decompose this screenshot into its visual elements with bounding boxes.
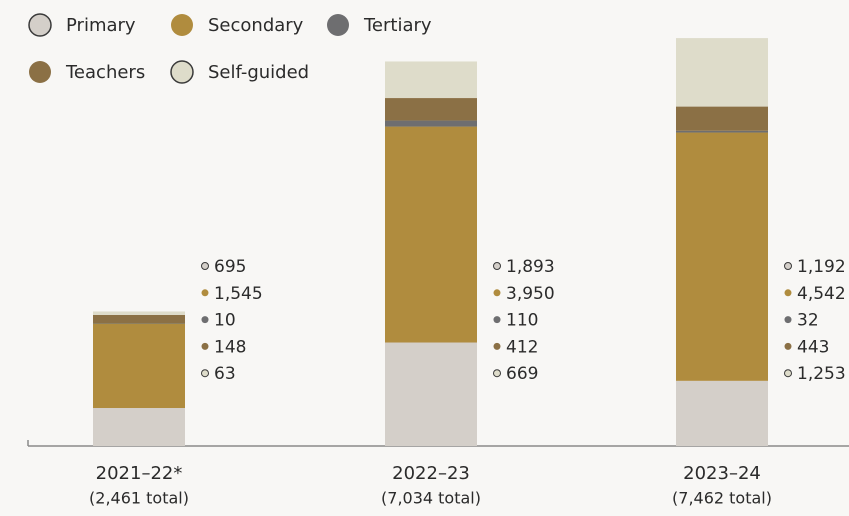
value-label: 695 bbox=[214, 257, 246, 277]
category-note: (2,461 total) bbox=[89, 489, 189, 508]
bar-segment bbox=[385, 126, 477, 343]
bar-segment bbox=[385, 120, 477, 127]
x-tick-label: 2022–23 bbox=[392, 463, 470, 484]
value-label: 1,192 bbox=[797, 257, 846, 277]
category-note: (7,462 total) bbox=[672, 489, 772, 508]
value-label: 32 bbox=[797, 311, 819, 331]
legend-swatch bbox=[29, 61, 51, 83]
value-label: 1,545 bbox=[214, 284, 263, 304]
bar-segment bbox=[676, 130, 768, 133]
value-label: 10 bbox=[214, 311, 236, 331]
label-dot bbox=[493, 369, 501, 378]
label-dot bbox=[493, 342, 501, 350]
label-dot bbox=[493, 316, 501, 324]
value-label: 148 bbox=[214, 337, 246, 357]
legend-label: Secondary bbox=[208, 15, 304, 36]
value-label: 1,253 bbox=[797, 364, 846, 384]
value-label: 669 bbox=[506, 364, 538, 384]
x-tick-label: 2021–22* bbox=[96, 463, 183, 484]
value-label: 412 bbox=[506, 337, 538, 357]
label-dot bbox=[784, 342, 792, 350]
label-dot bbox=[201, 262, 209, 270]
x-tick-label: 2023–24 bbox=[683, 463, 761, 484]
legend-label: Self-guided bbox=[208, 62, 309, 83]
label-dot bbox=[784, 262, 792, 270]
legend-label: Teachers bbox=[65, 62, 145, 83]
bar-segment bbox=[93, 323, 185, 324]
label-dot bbox=[784, 289, 792, 297]
bar-segment bbox=[676, 38, 768, 107]
legend-label: Tertiary bbox=[363, 15, 432, 36]
bar-segment bbox=[93, 408, 185, 446]
label-dot bbox=[493, 262, 501, 270]
value-label: 63 bbox=[214, 364, 236, 384]
bar-segment bbox=[385, 98, 477, 121]
label-dot bbox=[201, 316, 209, 324]
legend-label: Primary bbox=[66, 15, 136, 36]
bar-segment bbox=[93, 311, 185, 315]
value-label: 110 bbox=[506, 311, 538, 331]
bar-segment bbox=[676, 106, 768, 131]
legend-swatch bbox=[327, 14, 349, 36]
bar-segment bbox=[385, 61, 477, 99]
label-dot bbox=[201, 289, 209, 297]
bar-segment bbox=[676, 380, 768, 446]
bar-segment bbox=[93, 314, 185, 323]
value-label: 3,950 bbox=[506, 284, 555, 304]
legend-swatch bbox=[28, 13, 52, 37]
value-label: 443 bbox=[797, 337, 829, 357]
legend-swatch bbox=[171, 14, 193, 36]
value-label: 4,542 bbox=[797, 284, 846, 304]
bar-segment bbox=[385, 342, 477, 446]
label-dot bbox=[201, 369, 209, 378]
category-note: (7,034 total) bbox=[381, 489, 481, 508]
legend-swatch bbox=[170, 60, 194, 84]
bar-segment bbox=[676, 132, 768, 381]
bar-segment bbox=[93, 323, 185, 409]
label-dot bbox=[201, 342, 209, 350]
value-label: 1,893 bbox=[506, 257, 555, 277]
label-dot bbox=[493, 289, 501, 297]
label-dot bbox=[784, 369, 792, 378]
label-dot bbox=[784, 316, 792, 324]
